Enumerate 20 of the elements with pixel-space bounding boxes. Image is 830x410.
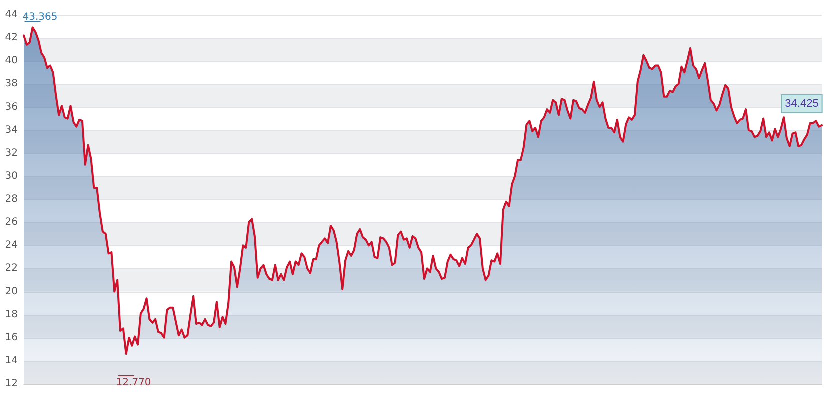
y-tick-label: 32 — [5, 148, 18, 159]
y-tick-label: 44 — [5, 10, 18, 20]
y-tick-label: 16 — [5, 332, 18, 344]
y-tick-label: 38 — [5, 78, 18, 90]
y-tick-label: 26 — [5, 217, 18, 228]
y-tick-label: 24 — [5, 240, 18, 252]
y-tick-label: 40 — [5, 56, 18, 67]
data-label: 34.425 — [785, 98, 819, 110]
y-tick-label: 42 — [5, 32, 18, 44]
y-tick-label: 18 — [5, 309, 18, 320]
y-tick-label: 20 — [5, 286, 18, 298]
y-tick-label: 34 — [5, 124, 18, 136]
annotation: 12.770 — [116, 378, 152, 388]
annotation: 43.365 — [22, 12, 58, 24]
y-tick-label: 14 — [5, 355, 18, 366]
y-tick-label: 12 — [5, 378, 18, 390]
y-tick-label: 22 — [5, 263, 18, 274]
y-tick-label: 30 — [5, 170, 18, 182]
y-tick-label: 28 — [5, 194, 18, 205]
y-tick-label: 36 — [5, 102, 18, 113]
